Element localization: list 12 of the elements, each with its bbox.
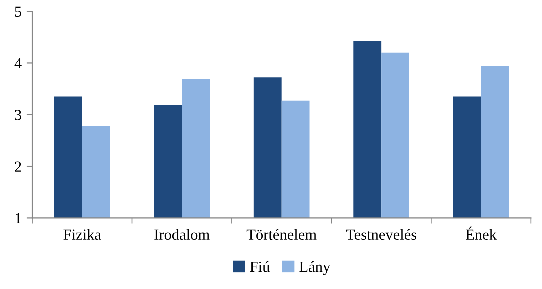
y-tick-label: 2 — [15, 162, 22, 172]
y-tick-label: 3 — [15, 110, 22, 120]
x-tick-label: Testnevelés — [346, 229, 417, 240]
y-tick-label: 1 — [16, 213, 22, 224]
x-tick-label: Fizika — [64, 229, 102, 240]
x-tick-label: Történelem — [246, 229, 317, 240]
legend-label: Lány — [300, 261, 331, 276]
x-tick-label: Ének — [466, 226, 497, 240]
y-tick-label: 5 — [15, 6, 22, 18]
legend-label: Fiú — [250, 261, 270, 272]
y-tick-label: 4 — [14, 58, 22, 69]
x-tick-label: Irodalom — [154, 229, 210, 240]
